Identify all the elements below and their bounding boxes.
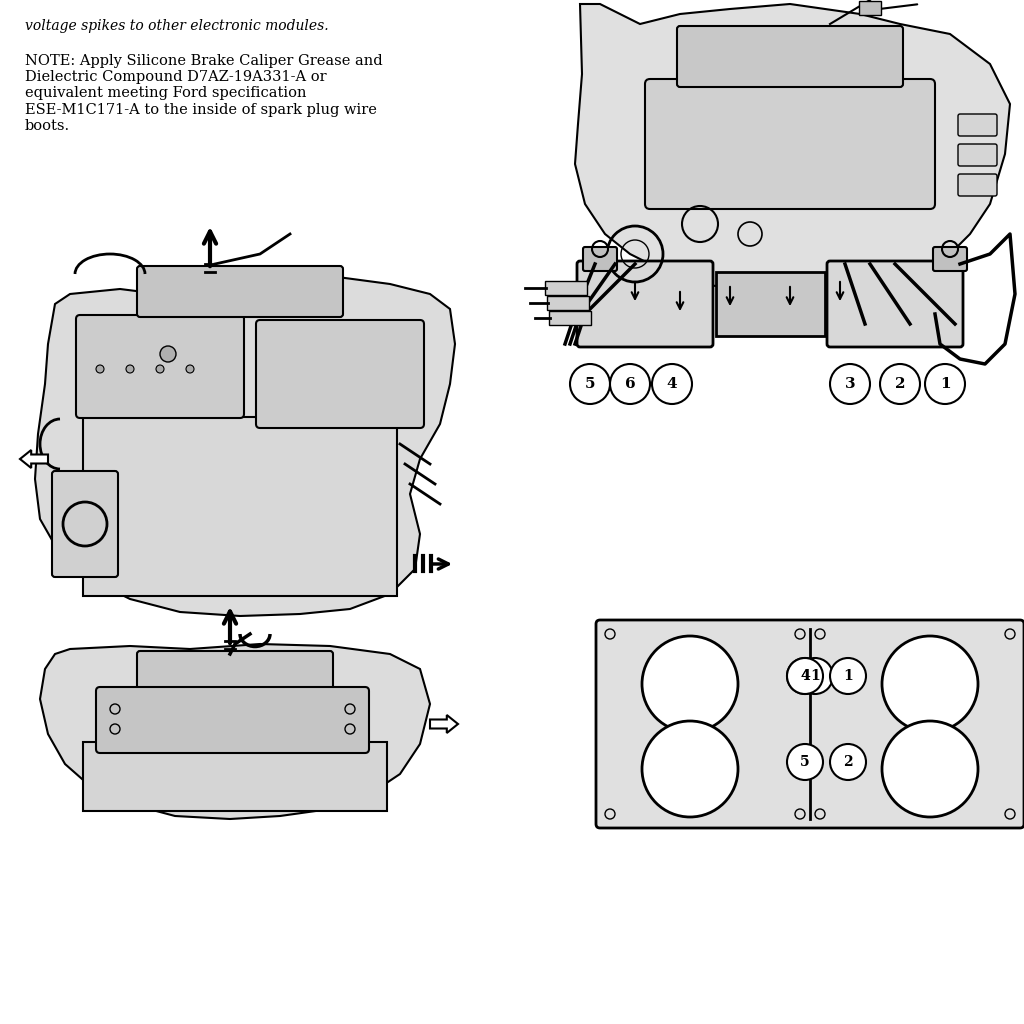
Circle shape — [880, 364, 920, 404]
Circle shape — [156, 365, 164, 373]
Polygon shape — [20, 450, 48, 468]
FancyBboxPatch shape — [827, 261, 963, 347]
Text: 1: 1 — [940, 377, 950, 391]
Circle shape — [96, 365, 104, 373]
Circle shape — [652, 364, 692, 404]
Text: 4: 4 — [800, 669, 810, 683]
Circle shape — [126, 365, 134, 373]
FancyBboxPatch shape — [76, 315, 244, 418]
FancyBboxPatch shape — [577, 261, 713, 347]
Circle shape — [787, 658, 823, 694]
FancyBboxPatch shape — [549, 311, 591, 325]
FancyBboxPatch shape — [716, 272, 825, 336]
Circle shape — [642, 636, 738, 732]
Circle shape — [642, 721, 738, 817]
Circle shape — [925, 364, 965, 404]
FancyBboxPatch shape — [256, 319, 424, 428]
FancyBboxPatch shape — [83, 742, 387, 811]
FancyBboxPatch shape — [137, 651, 333, 697]
Text: 2: 2 — [843, 755, 853, 769]
FancyBboxPatch shape — [52, 471, 118, 577]
FancyBboxPatch shape — [596, 620, 1024, 828]
FancyBboxPatch shape — [645, 79, 935, 209]
Circle shape — [186, 365, 194, 373]
Text: 1: 1 — [810, 669, 820, 683]
Text: 5: 5 — [800, 755, 810, 769]
Text: 4: 4 — [800, 669, 810, 683]
Polygon shape — [575, 4, 1010, 299]
Circle shape — [797, 658, 833, 694]
Circle shape — [787, 658, 823, 694]
Polygon shape — [35, 274, 455, 616]
Circle shape — [787, 744, 823, 780]
FancyBboxPatch shape — [933, 247, 967, 271]
FancyBboxPatch shape — [83, 417, 397, 596]
Text: voltage spikes to other electronic modules.: voltage spikes to other electronic modul… — [25, 19, 329, 33]
Circle shape — [882, 636, 978, 732]
FancyBboxPatch shape — [545, 281, 587, 295]
Text: 6: 6 — [625, 377, 635, 391]
Circle shape — [610, 364, 650, 404]
Text: 5: 5 — [585, 377, 595, 391]
FancyBboxPatch shape — [547, 296, 589, 310]
Polygon shape — [430, 715, 458, 733]
FancyBboxPatch shape — [137, 266, 343, 317]
FancyBboxPatch shape — [958, 174, 997, 196]
Circle shape — [830, 744, 866, 780]
Circle shape — [570, 364, 610, 404]
FancyBboxPatch shape — [96, 687, 369, 753]
Text: 2: 2 — [895, 377, 905, 391]
Circle shape — [160, 346, 176, 362]
Text: 1: 1 — [843, 669, 853, 683]
Text: NOTE: Apply Silicone Brake Caliper Grease and
Dielectric Compound D7AZ-19A331-A : NOTE: Apply Silicone Brake Caliper Greas… — [25, 54, 383, 133]
Text: 4: 4 — [667, 377, 677, 391]
FancyBboxPatch shape — [677, 26, 903, 87]
Circle shape — [830, 658, 866, 694]
Polygon shape — [40, 644, 430, 819]
FancyBboxPatch shape — [859, 1, 881, 15]
FancyBboxPatch shape — [958, 114, 997, 136]
FancyBboxPatch shape — [583, 247, 617, 271]
Text: 3: 3 — [845, 377, 855, 391]
Circle shape — [882, 721, 978, 817]
Circle shape — [830, 364, 870, 404]
FancyBboxPatch shape — [958, 144, 997, 166]
